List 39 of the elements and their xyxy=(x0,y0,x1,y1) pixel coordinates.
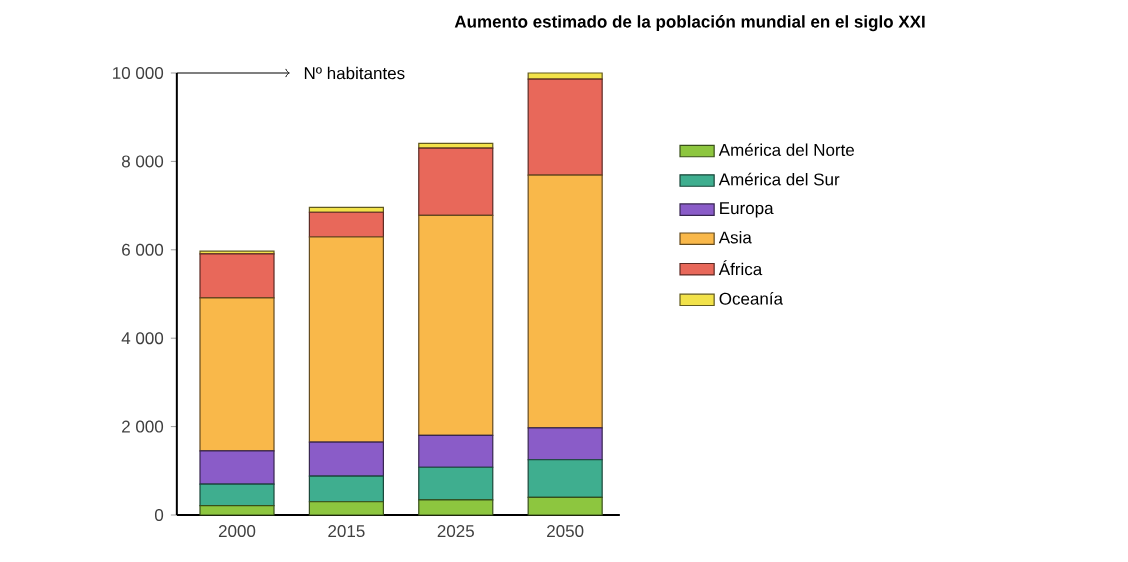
bar xyxy=(527,78,603,176)
y-tick-label: 6 000 xyxy=(122,243,164,256)
x-tick-label: 2000 xyxy=(218,525,256,538)
bar xyxy=(418,147,494,216)
y-tick-label: 10 000 xyxy=(113,66,164,80)
bar xyxy=(527,427,603,461)
x-tick-label: 2050 xyxy=(547,525,584,538)
bar xyxy=(199,483,275,507)
bar xyxy=(308,236,384,443)
bar xyxy=(527,72,603,80)
y-tick-label: 2 000 xyxy=(122,420,164,433)
bar xyxy=(418,214,494,437)
bar xyxy=(527,496,603,516)
legend-label: Oceanía xyxy=(719,292,784,305)
legend-label: Europa xyxy=(720,202,774,218)
bar xyxy=(418,499,494,516)
legend-label: América del Norte xyxy=(718,143,855,156)
bar xyxy=(199,297,275,452)
bar xyxy=(418,466,494,501)
bar xyxy=(308,211,384,238)
y-axis-title: Nº habitantes xyxy=(304,66,405,80)
bar xyxy=(308,441,384,477)
bar xyxy=(527,174,603,429)
bar xyxy=(199,253,275,299)
y-tick-label: 0 xyxy=(154,509,164,522)
legend-label: América del Sur xyxy=(718,172,840,186)
bar xyxy=(527,459,603,498)
legend-label: África xyxy=(718,260,763,276)
bar xyxy=(418,434,494,468)
bar xyxy=(199,450,275,485)
y-tick-label: 8 000 xyxy=(121,155,164,168)
text: Aumento estimado de la población mundial en el siglo XXI xyxy=(454,15,925,32)
y-tick-label: 4 000 xyxy=(121,332,164,345)
bar xyxy=(308,501,384,516)
bar xyxy=(199,505,275,516)
bar xyxy=(308,475,384,503)
x-tick-label: 2015 xyxy=(328,525,365,538)
x-tick-label: 2025 xyxy=(437,525,474,538)
legend-label: Asia xyxy=(718,231,752,244)
